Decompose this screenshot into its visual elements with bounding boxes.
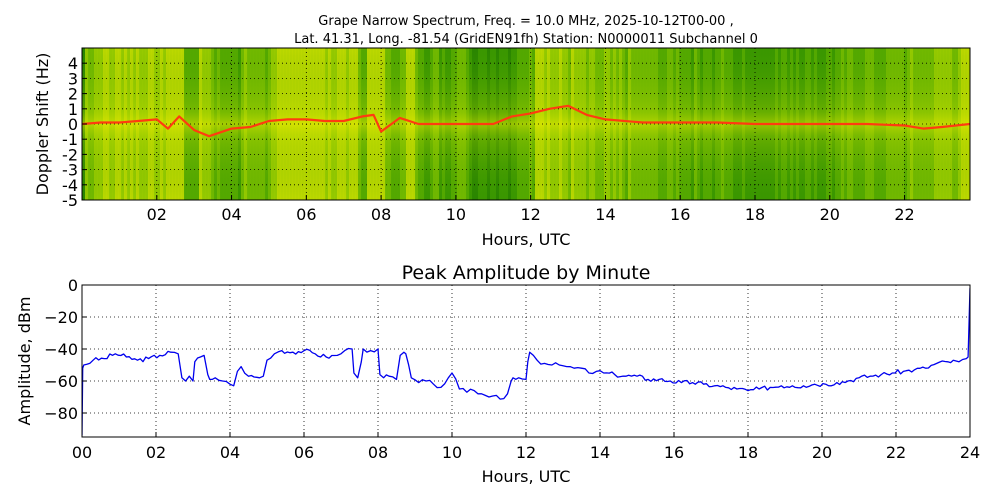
spectrogram-y-tick-label: -2 — [62, 145, 78, 164]
spectrogram-y-tick-label: -3 — [62, 161, 78, 180]
amplitude-x-tick-label: 08 — [368, 443, 388, 462]
amplitude-y-tick-label: −60 — [44, 372, 78, 391]
spectrogram-y-label: Doppler Shift (Hz) — [33, 53, 52, 196]
spectrogram-y-tick-label: -4 — [62, 176, 78, 195]
spectrogram-y-tick-label: 2 — [68, 85, 78, 104]
spectrogram-x-tick-label: 16 — [670, 205, 690, 224]
amplitude-x-tick-label: 00 — [72, 443, 92, 462]
spectrogram-y-tick-label: -5 — [62, 191, 78, 210]
amplitude-x-tick-label: 02 — [146, 443, 166, 462]
amplitude-x-tick-label: 22 — [886, 443, 906, 462]
spectrogram-peak-trace — [82, 104, 970, 138]
spectrogram-x-tick-label: 18 — [745, 205, 765, 224]
spectrogram-x-tick-label: 10 — [446, 205, 466, 224]
figure-title-line2: Lat. 41.31, Long. -81.54 (GridEN91fh) St… — [294, 32, 758, 47]
spectrogram-y-tick-label: 1 — [68, 100, 78, 119]
spectrogram-x-tick-label: 20 — [820, 205, 840, 224]
spectrogram-x-label: Hours, UTC — [482, 230, 571, 249]
spectrogram-y-tick-label: -1 — [62, 130, 78, 149]
spectrogram-x-tick-label: 14 — [595, 205, 615, 224]
amplitude-y-ticks: 0 −20 −40 −60 −80 — [44, 276, 87, 423]
figure-title-line1: Grape Narrow Spectrum, Freq. = 10.0 MHz,… — [318, 14, 733, 29]
amplitude-x-tick-label: 12 — [516, 443, 536, 462]
amplitude-y-tick-label: 0 — [68, 276, 78, 295]
amplitude-x-label: Hours, UTC — [482, 467, 571, 486]
amplitude-x-tick-label: 24 — [960, 443, 980, 462]
amplitude-x-tick-label: 16 — [664, 443, 684, 462]
spectrogram-y-tick-label: 4 — [68, 54, 78, 73]
amplitude-x-tick-label: 14 — [590, 443, 610, 462]
amplitude-x-tick-label: 18 — [738, 443, 758, 462]
amplitude-panel: Peak Amplitude by Minute 0 −20 −40 −60 −80 0… — [15, 262, 980, 486]
amplitude-y-tick-label: −40 — [44, 340, 78, 359]
amplitude-series-line — [82, 288, 970, 436]
spectrogram-x-tick-label: 06 — [296, 205, 316, 224]
amplitude-y-label: Amplitude, dBm — [15, 297, 34, 426]
spectrogram-y-tick-label: 0 — [68, 115, 78, 134]
amplitude-x-tick-label: 10 — [442, 443, 462, 462]
amplitude-y-tick-label: −80 — [44, 404, 78, 423]
amplitude-y-tick-label: −20 — [44, 308, 78, 327]
spectrogram-grid — [82, 48, 970, 200]
amplitude-x-tick-label: 20 — [812, 443, 832, 462]
amplitude-x-ticks: 00 02 04 06 08 10 12 14 16 18 20 22 24 — [72, 432, 980, 462]
amplitude-x-tick-label: 06 — [294, 443, 314, 462]
spectrogram-x-tick-label: 02 — [147, 205, 167, 224]
spectrogram-x-ticks: 02 04 06 08 10 12 14 16 18 20 22 — [147, 195, 915, 224]
spectrogram-x-tick-label: 22 — [894, 205, 914, 224]
amplitude-chart-title: Peak Amplitude by Minute — [402, 262, 651, 284]
amplitude-x-tick-label: 04 — [220, 443, 240, 462]
spectrogram-y-tick-label: 3 — [68, 69, 78, 88]
spectrogram-x-tick-label: 04 — [221, 205, 241, 224]
spectrogram-x-tick-label: 08 — [371, 205, 391, 224]
spectrogram-x-tick-label: 12 — [520, 205, 540, 224]
